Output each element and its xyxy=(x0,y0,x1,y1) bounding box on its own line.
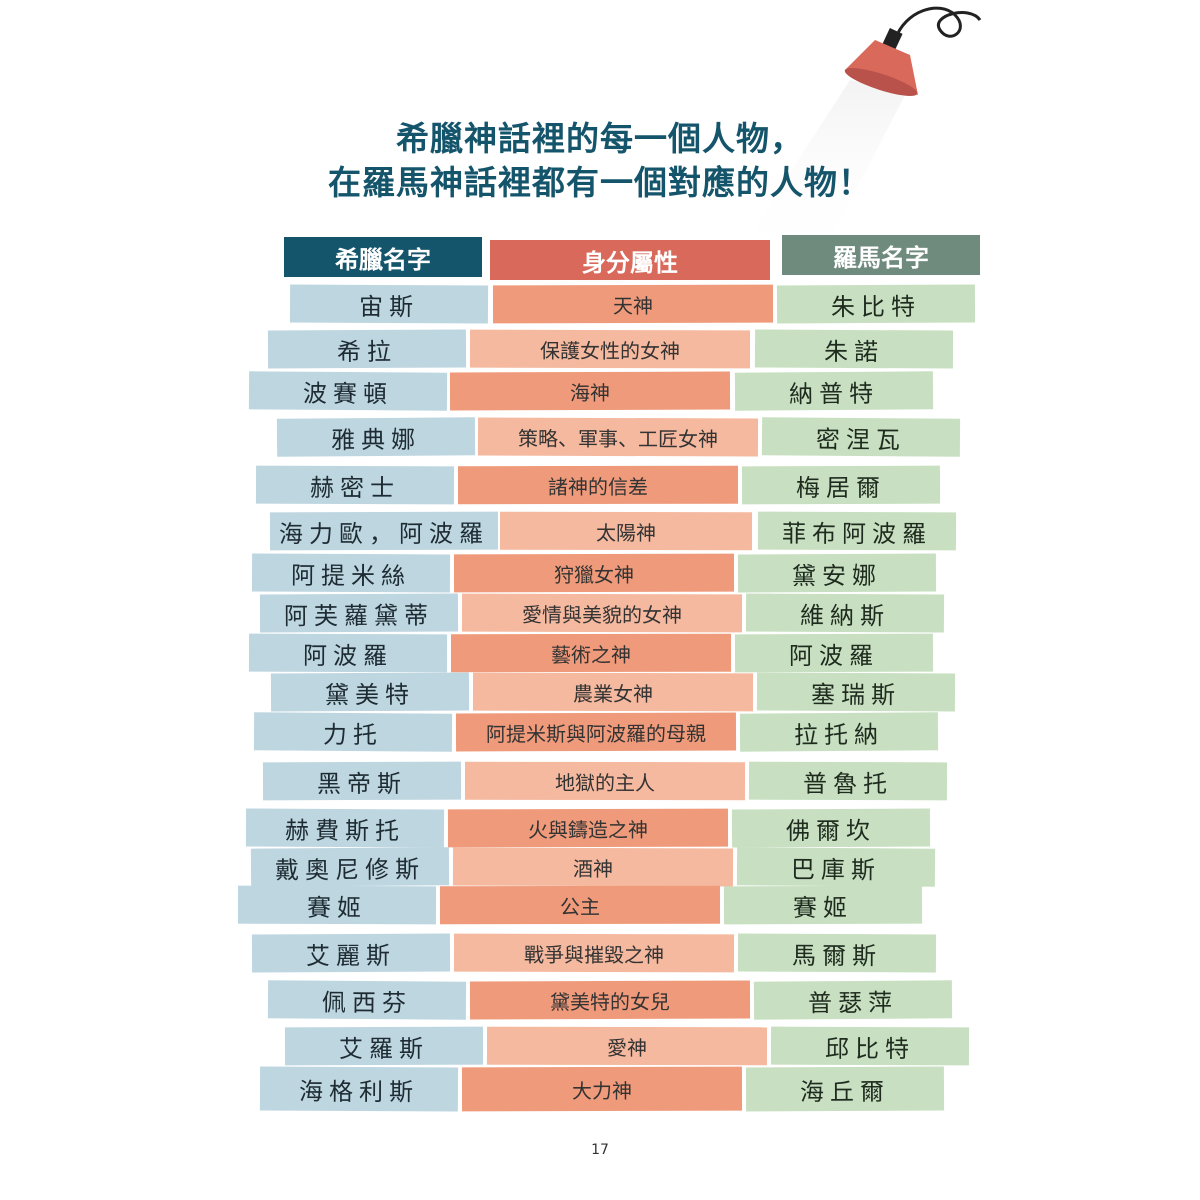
roman-name-cell: 塞瑞斯 xyxy=(756,672,956,712)
desk-lamp-illustration xyxy=(740,6,982,260)
identity-cell: 火與鑄造之神 xyxy=(447,808,729,848)
roman-name-cell: 海丘爾 xyxy=(745,1066,945,1112)
roman-name-cell: 阿波羅 xyxy=(734,633,934,673)
identity-cell: 大力神 xyxy=(461,1066,743,1112)
greek-name-cell: 阿提米絲 xyxy=(251,553,451,593)
greek-name-cell: 赫費斯托 xyxy=(245,808,445,848)
greek-name-cell: 力托 xyxy=(253,712,453,752)
roman-name-cell: 朱比特 xyxy=(776,284,976,324)
identity-cell: 海神 xyxy=(449,371,731,411)
greek-name-cell: 阿芙蘿黛蒂 xyxy=(259,593,459,633)
roman-name-cell: 邱比特 xyxy=(770,1026,970,1066)
greek-name-cell: 賽姬 xyxy=(237,885,437,925)
lamp-shade-rim xyxy=(844,68,918,96)
page-heading-line-2: 在羅馬神話裡都有一個對應的人物！ xyxy=(328,163,872,202)
greek-name-cell: 雅典娜 xyxy=(276,417,476,457)
greek-name-cell: 希拉 xyxy=(267,329,467,369)
identity-cell: 太陽神 xyxy=(499,511,753,551)
greek-name-cell: 宙斯 xyxy=(289,284,489,324)
greek-name-cell: 波賽頓 xyxy=(248,371,448,411)
roman-name-cell: 賽姬 xyxy=(723,885,923,925)
greek-name-cell: 艾麗斯 xyxy=(251,933,451,973)
identity-cell: 諸神的信差 xyxy=(457,465,739,505)
roman-name-cell: 馬爾斯 xyxy=(737,933,937,973)
identity-cell: 地獄的主人 xyxy=(464,761,746,801)
roman-name-cell: 黛安娜 xyxy=(737,553,937,593)
greek-name-cell: 戴奧尼修斯 xyxy=(250,847,450,887)
identity-cell: 阿提米斯與阿波羅的母親 xyxy=(455,712,737,752)
page-heading-line-1: 希臘神話裡的每一個人物， xyxy=(396,119,804,158)
identity-cell: 策略、軍事、工匠女神 xyxy=(477,417,759,457)
greek-name-cell: 佩西芬 xyxy=(267,980,467,1020)
roman-name-cell: 梅居爾 xyxy=(741,465,941,505)
light-beam xyxy=(740,80,905,260)
roman-name-cell: 巴庫斯 xyxy=(736,847,936,887)
greek-name-cell: 海力歐，阿波羅 xyxy=(269,511,499,551)
identity-cell: 酒神 xyxy=(452,847,734,887)
greek-name-cell: 黑帝斯 xyxy=(262,761,462,801)
identity-cell: 愛神 xyxy=(486,1026,768,1066)
roman-name-header: 羅馬名字 xyxy=(782,235,980,275)
roman-name-cell: 普瑟萍 xyxy=(753,980,953,1020)
identity-cell: 藝術之神 xyxy=(450,633,732,673)
identity-cell: 愛情與美貌的女神 xyxy=(461,593,743,633)
page-number: 17 xyxy=(591,1142,609,1158)
greek-name-cell: 海格利斯 xyxy=(259,1066,459,1112)
lamp-cord xyxy=(893,6,982,41)
identity-cell: 天神 xyxy=(492,284,774,324)
roman-name-cell: 佛爾坎 xyxy=(731,808,931,848)
identity-cell: 保護女性的女神 xyxy=(469,329,751,369)
roman-name-cell: 菲布阿波羅 xyxy=(757,511,957,551)
identity-cell: 黛美特的女兒 xyxy=(469,980,751,1020)
roman-name-cell: 普魯托 xyxy=(748,761,948,801)
identity-cell: 農業女神 xyxy=(472,672,754,712)
greek-name-cell: 阿波羅 xyxy=(248,633,448,673)
greek-name-cell: 赫密士 xyxy=(255,465,455,505)
roman-name-cell: 拉托納 xyxy=(739,712,939,752)
roman-name-cell: 朱諾 xyxy=(754,329,954,369)
identity-cell: 公主 xyxy=(439,885,721,925)
roman-name-cell: 維納斯 xyxy=(745,593,945,633)
identity-cell: 狩獵女神 xyxy=(453,553,735,593)
greek-name-cell: 艾羅斯 xyxy=(284,1026,484,1066)
greek-name-header: 希臘名字 xyxy=(284,237,482,277)
identity-cell: 戰爭與摧毀之神 xyxy=(453,933,735,973)
roman-name-cell: 納普特 xyxy=(734,371,934,411)
identity-header: 身分屬性 xyxy=(490,240,770,280)
roman-name-cell: 密涅瓦 xyxy=(761,417,961,457)
greek-name-cell: 黛美特 xyxy=(270,672,470,712)
